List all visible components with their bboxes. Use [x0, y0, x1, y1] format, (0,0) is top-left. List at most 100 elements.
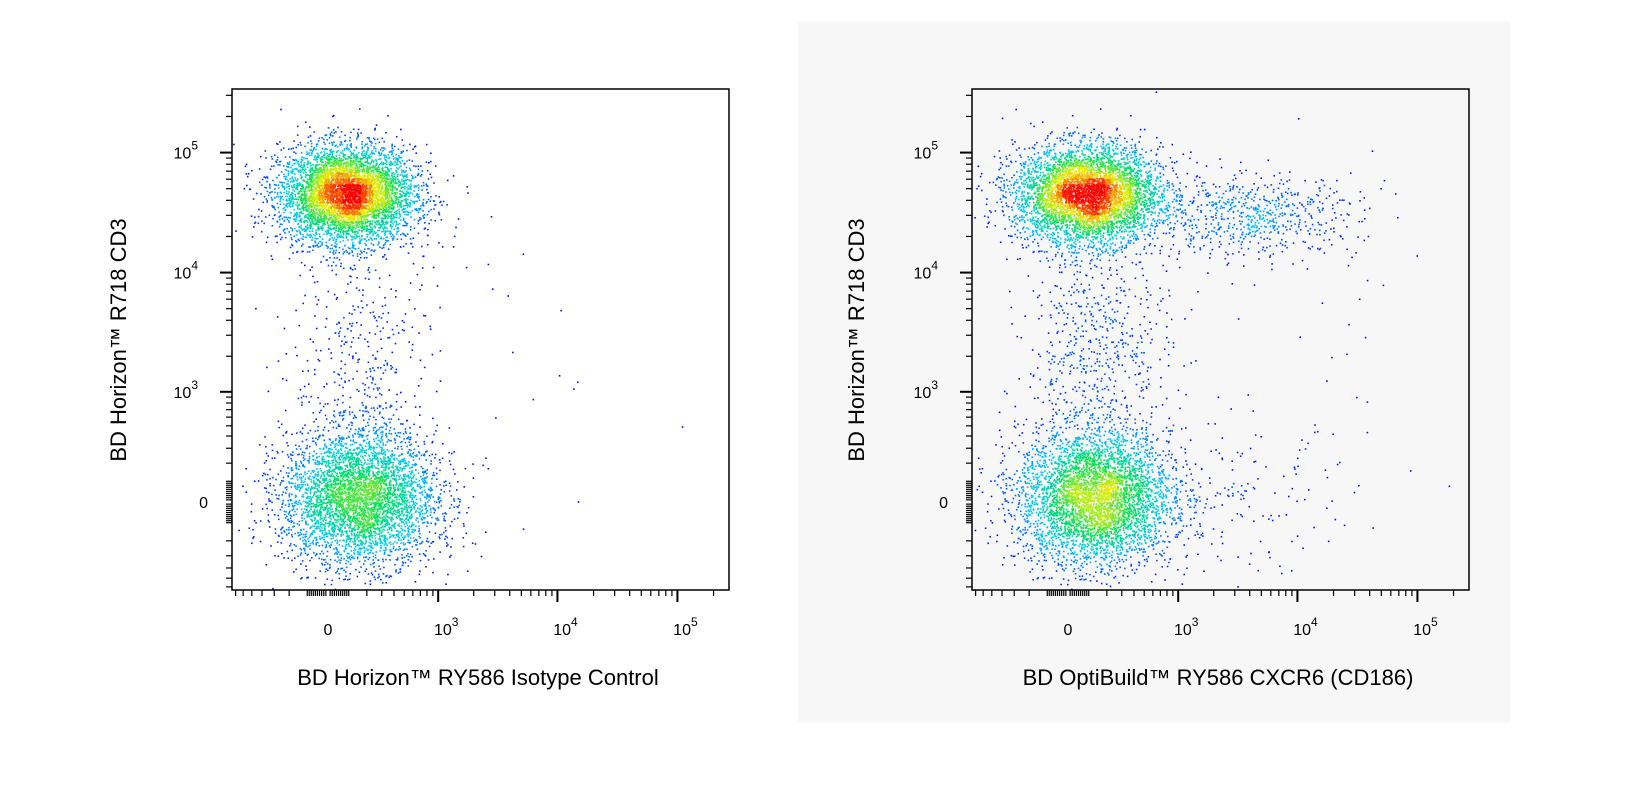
- data-point: [281, 171, 283, 173]
- data-point: [360, 566, 362, 568]
- data-point: [271, 191, 273, 193]
- data-point: [413, 487, 415, 489]
- data-point: [293, 522, 295, 524]
- data-point: [353, 457, 355, 459]
- data-point: [324, 503, 326, 505]
- data-point: [420, 488, 422, 490]
- data-point: [315, 473, 317, 475]
- data-point: [375, 358, 377, 360]
- data-point: [372, 239, 374, 241]
- data-point: [392, 474, 394, 476]
- data-point: [372, 367, 374, 369]
- data-point: [407, 463, 409, 465]
- data-point: [308, 136, 310, 138]
- data-point: [375, 148, 377, 150]
- data-point: [369, 447, 371, 449]
- data-point: [360, 324, 362, 326]
- data-point: [265, 488, 267, 490]
- data-point: [378, 468, 380, 470]
- data-point: [305, 541, 307, 543]
- data-point: [389, 509, 391, 511]
- data-point: [310, 430, 312, 432]
- data-point: [304, 518, 306, 520]
- data-point: [313, 505, 315, 507]
- data-point: [273, 207, 275, 209]
- data-point: [233, 144, 235, 146]
- data-point: [301, 520, 303, 522]
- data-point: [413, 165, 415, 167]
- data-point: [317, 495, 319, 497]
- data-point: [457, 506, 459, 508]
- data-point: [377, 440, 379, 442]
- data-point: [420, 175, 422, 177]
- data-point: [443, 485, 445, 487]
- data-point: [392, 176, 394, 178]
- data-point: [342, 437, 344, 439]
- data-point: [354, 527, 356, 529]
- data-point: [425, 566, 427, 568]
- data-point: [255, 522, 257, 524]
- data-point: [312, 438, 314, 440]
- data-point: [331, 544, 333, 546]
- data-point: [357, 233, 359, 235]
- data-point: [302, 476, 304, 478]
- data-point: [295, 347, 297, 349]
- data-point: [394, 212, 396, 214]
- data-point: [400, 543, 402, 545]
- data-point: [288, 148, 290, 150]
- data-point: [343, 415, 345, 417]
- data-point: [381, 459, 383, 461]
- data-point: [401, 499, 403, 501]
- data-point: [372, 559, 374, 561]
- data-point: [354, 554, 356, 556]
- data-point: [390, 244, 392, 246]
- data-point: [439, 202, 441, 204]
- data-point: [324, 529, 326, 531]
- data-point: [422, 491, 424, 493]
- data-point: [309, 446, 311, 448]
- data-point: [309, 548, 311, 550]
- data-point: [291, 171, 293, 173]
- data-point: [329, 142, 331, 144]
- data-point: [271, 494, 273, 496]
- data-point: [364, 145, 366, 147]
- data-point: [397, 531, 399, 533]
- data-point: [300, 504, 302, 506]
- data-point: [349, 411, 351, 413]
- data-point: [369, 396, 371, 398]
- data-point: [423, 481, 425, 483]
- data-point: [333, 422, 335, 424]
- data-point: [421, 174, 423, 176]
- data-point: [355, 433, 357, 435]
- data-point: [314, 510, 316, 512]
- data-point: [339, 385, 341, 387]
- data-point: [329, 507, 331, 509]
- data-point: [307, 516, 309, 518]
- data-point: [397, 160, 399, 162]
- data-point: [403, 212, 405, 214]
- data-point: [399, 475, 401, 477]
- data-point: [408, 252, 410, 254]
- data-point: [387, 157, 389, 159]
- data-point: [310, 170, 312, 172]
- data-point: [393, 218, 395, 220]
- data-point: [393, 150, 395, 152]
- data-point: [302, 428, 304, 430]
- data-point: [345, 471, 347, 473]
- data-point: [316, 499, 318, 501]
- data-point: [308, 540, 310, 542]
- data-point: [308, 246, 310, 248]
- data-point: [409, 144, 411, 146]
- data-point: [312, 237, 314, 239]
- data-point: [385, 582, 387, 584]
- data-point: [330, 233, 332, 235]
- data-point: [384, 226, 386, 228]
- data-point: [425, 459, 427, 461]
- data-point: [332, 462, 334, 464]
- data-point: [360, 132, 362, 134]
- data-point: [407, 500, 409, 502]
- data-point: [421, 487, 423, 489]
- data-point: [346, 538, 348, 540]
- data-point: [357, 558, 359, 560]
- data-point: [342, 150, 344, 152]
